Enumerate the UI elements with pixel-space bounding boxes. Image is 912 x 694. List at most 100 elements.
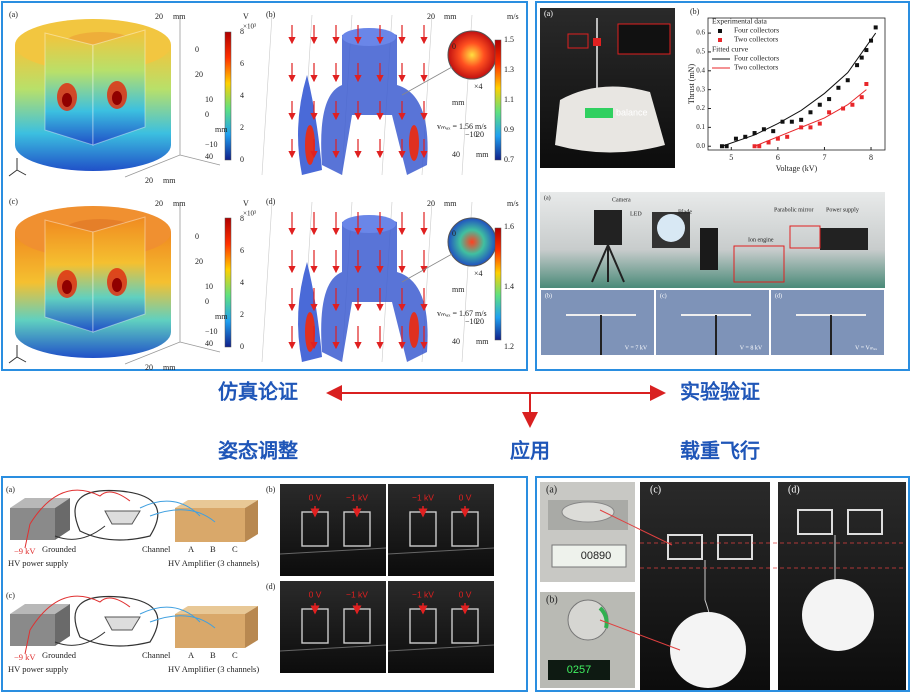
legend-label: Four collectors: [734, 54, 779, 63]
label: 20: [145, 176, 153, 185]
flow-body: [321, 217, 428, 362]
data-point: [817, 102, 822, 107]
box-side: [55, 604, 70, 646]
label: 20: [476, 317, 484, 326]
frame-photo: [541, 290, 654, 355]
colorbar: [494, 227, 502, 341]
label: 20: [145, 363, 153, 372]
wire-blue: [139, 500, 216, 523]
y-tick-label: 0.6: [696, 29, 705, 37]
label: V = Vₘₐₓ: [855, 345, 877, 351]
flow-top: [342, 215, 396, 233]
label: 40: [452, 337, 460, 346]
label: (b): [266, 485, 276, 494]
label: −1 kV: [346, 589, 368, 599]
label: (c): [6, 591, 15, 600]
cloth: [555, 86, 665, 153]
label: balance: [616, 107, 648, 117]
label: Channel: [142, 650, 171, 660]
label: 0: [195, 45, 199, 54]
pan: [561, 501, 615, 523]
box-side: [245, 606, 258, 648]
box-front: [10, 614, 55, 646]
label: (c): [9, 197, 18, 206]
marker: [598, 606, 609, 629]
triad: [8, 345, 27, 364]
label: 20: [195, 70, 203, 79]
engine-box: [733, 245, 785, 283]
artwork: [8, 8, 906, 690]
zoom-inset: [447, 30, 497, 80]
label: 0: [452, 42, 456, 51]
label: HV power supply: [8, 664, 69, 674]
label: 1.4: [504, 282, 514, 291]
y-tick-label: 0.0: [696, 142, 705, 150]
section-title: 应用: [510, 438, 550, 462]
ground-wire: [279, 644, 387, 652]
label: −1 kV: [346, 492, 368, 502]
data-point: [808, 110, 813, 115]
data-point: [859, 55, 864, 60]
label: (d): [266, 197, 276, 206]
leader: [599, 509, 673, 546]
data-point: [859, 95, 864, 100]
label: (b): [545, 292, 552, 299]
data-point: [864, 82, 869, 86]
label: C: [232, 544, 238, 554]
data-point: [850, 102, 855, 107]
axis-title: Voltage (kV): [776, 164, 818, 173]
data-point: [841, 106, 846, 111]
label: Blade: [678, 209, 692, 215]
balance-display: [585, 108, 613, 118]
blade: [700, 228, 718, 270]
box-side: [245, 500, 258, 542]
axes-frame: [124, 202, 221, 365]
box-front: [175, 614, 245, 648]
label: Channel: [142, 544, 171, 554]
box-side: [55, 498, 70, 540]
flow-top: [342, 28, 396, 46]
label: mm: [476, 337, 489, 346]
photo: [388, 484, 494, 576]
data-point: [799, 117, 804, 122]
label: HV Amplifier (3 channels): [168, 558, 259, 568]
data-point: [733, 136, 738, 141]
engine: [717, 534, 753, 560]
label: Power supply: [826, 207, 859, 213]
y-tick-label: 0.4: [696, 66, 705, 74]
label: vₘₐₓ = 1.67 m/s: [437, 309, 487, 318]
frame-photo: [771, 290, 884, 355]
label: 8: [240, 214, 244, 223]
flow-hot: [409, 312, 419, 348]
callout: [617, 23, 671, 55]
data-point: [827, 97, 832, 102]
led-light: [657, 214, 685, 242]
photo: [280, 581, 386, 673]
label: B: [210, 544, 216, 554]
label: 40: [452, 150, 460, 159]
colorbar: [224, 217, 232, 348]
label: (b): [266, 10, 276, 19]
label: 10: [205, 282, 213, 291]
label: 20: [195, 257, 203, 266]
data-point: [789, 119, 794, 124]
label: 40: [205, 339, 213, 348]
label: Grounded: [42, 544, 77, 554]
label: 0: [240, 155, 244, 164]
y-tick-label: 0.2: [696, 104, 705, 112]
label: ×4: [474, 82, 483, 91]
photo: [388, 581, 494, 673]
label: mm: [444, 12, 457, 21]
label: V: [243, 12, 249, 21]
label: (b): [690, 7, 700, 16]
label: 10: [205, 95, 213, 104]
grid-line: [261, 14, 273, 176]
display: [548, 660, 610, 680]
device: [104, 510, 141, 525]
tripod: [591, 244, 625, 283]
legend-swatch: [718, 38, 722, 42]
axis-title: Thrust (mN): [687, 64, 696, 105]
label: (d): [775, 292, 782, 299]
y-tick-label: 0.5: [696, 48, 705, 56]
label: 6: [240, 246, 244, 255]
